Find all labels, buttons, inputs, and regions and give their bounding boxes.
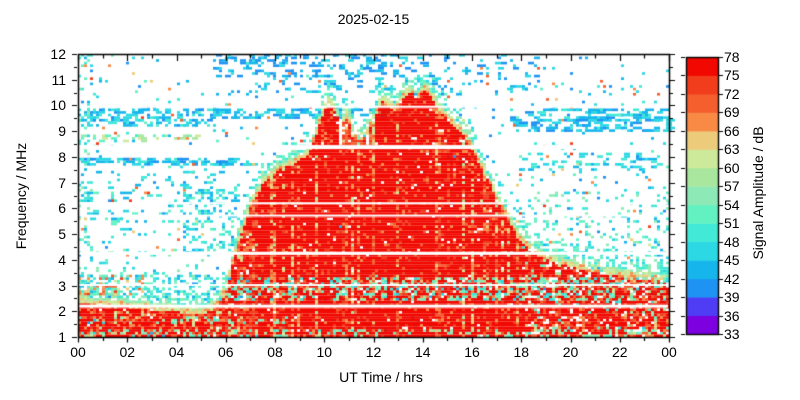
colorbar-tick-label: 51 xyxy=(724,215,740,232)
colorbar-tick-label: 36 xyxy=(724,307,740,324)
colorbar-tick-label: 66 xyxy=(724,122,740,139)
x-axis-label: UT Time / hrs xyxy=(339,369,423,385)
y-tick-label: 7 xyxy=(58,174,66,191)
y-tick-label: 6 xyxy=(58,200,66,217)
colorbar-tick-label: 39 xyxy=(724,289,740,306)
y-tick-label: 10 xyxy=(50,97,66,114)
x-tick-label: 00 xyxy=(661,344,677,360)
x-tick-label: 00 xyxy=(70,344,86,360)
y-tick-label: 2 xyxy=(58,303,66,320)
x-tick-label: 02 xyxy=(119,344,136,360)
colorbar-tick-label: 75 xyxy=(724,67,740,84)
x-tick-label: 10 xyxy=(316,344,333,360)
colorbar-tick-label: 63 xyxy=(724,141,740,158)
colorbar-tick-label: 60 xyxy=(724,159,740,176)
colorbar-tick-label: 69 xyxy=(724,104,740,121)
colorbar-tick-label: 33 xyxy=(724,326,740,342)
y-axis-label: Frequency / MHz xyxy=(13,142,29,250)
x-tick-label: 20 xyxy=(562,344,579,360)
colorbar-tick-label: 72 xyxy=(724,85,740,102)
x-tick-label: 06 xyxy=(217,344,234,360)
colorbar-tick-label: 45 xyxy=(724,252,740,269)
y-tick-label: 11 xyxy=(51,71,66,88)
y-tick-label: 4 xyxy=(58,251,66,268)
x-tick-label: 12 xyxy=(365,344,382,360)
colorbar-tick-label: 78 xyxy=(724,49,740,65)
x-tick-label: 14 xyxy=(414,344,431,360)
y-tick-label: 9 xyxy=(58,123,66,140)
colorbar-tick-label: 48 xyxy=(724,233,740,250)
y-tick-label: 5 xyxy=(58,226,66,243)
y-tick-label: 12 xyxy=(50,46,66,62)
x-tick-label: 18 xyxy=(513,344,530,360)
x-tick-label: 16 xyxy=(464,344,480,360)
colorbar-tick-label: 42 xyxy=(724,270,740,287)
y-tick-label: 3 xyxy=(58,277,66,294)
colorbar-tick-label: 57 xyxy=(724,178,740,195)
x-tick-label: 08 xyxy=(267,344,283,360)
x-tick-label: 22 xyxy=(611,344,628,360)
x-tick-label: 04 xyxy=(168,344,185,360)
colorbar-tick-label: 54 xyxy=(724,196,740,213)
colorbar-label: Signal Amplitude / dB xyxy=(750,126,766,260)
y-tick-label: 1 xyxy=(58,329,66,345)
chart-title: 2025-02-15 xyxy=(337,11,410,27)
y-tick-label: 8 xyxy=(58,148,66,165)
